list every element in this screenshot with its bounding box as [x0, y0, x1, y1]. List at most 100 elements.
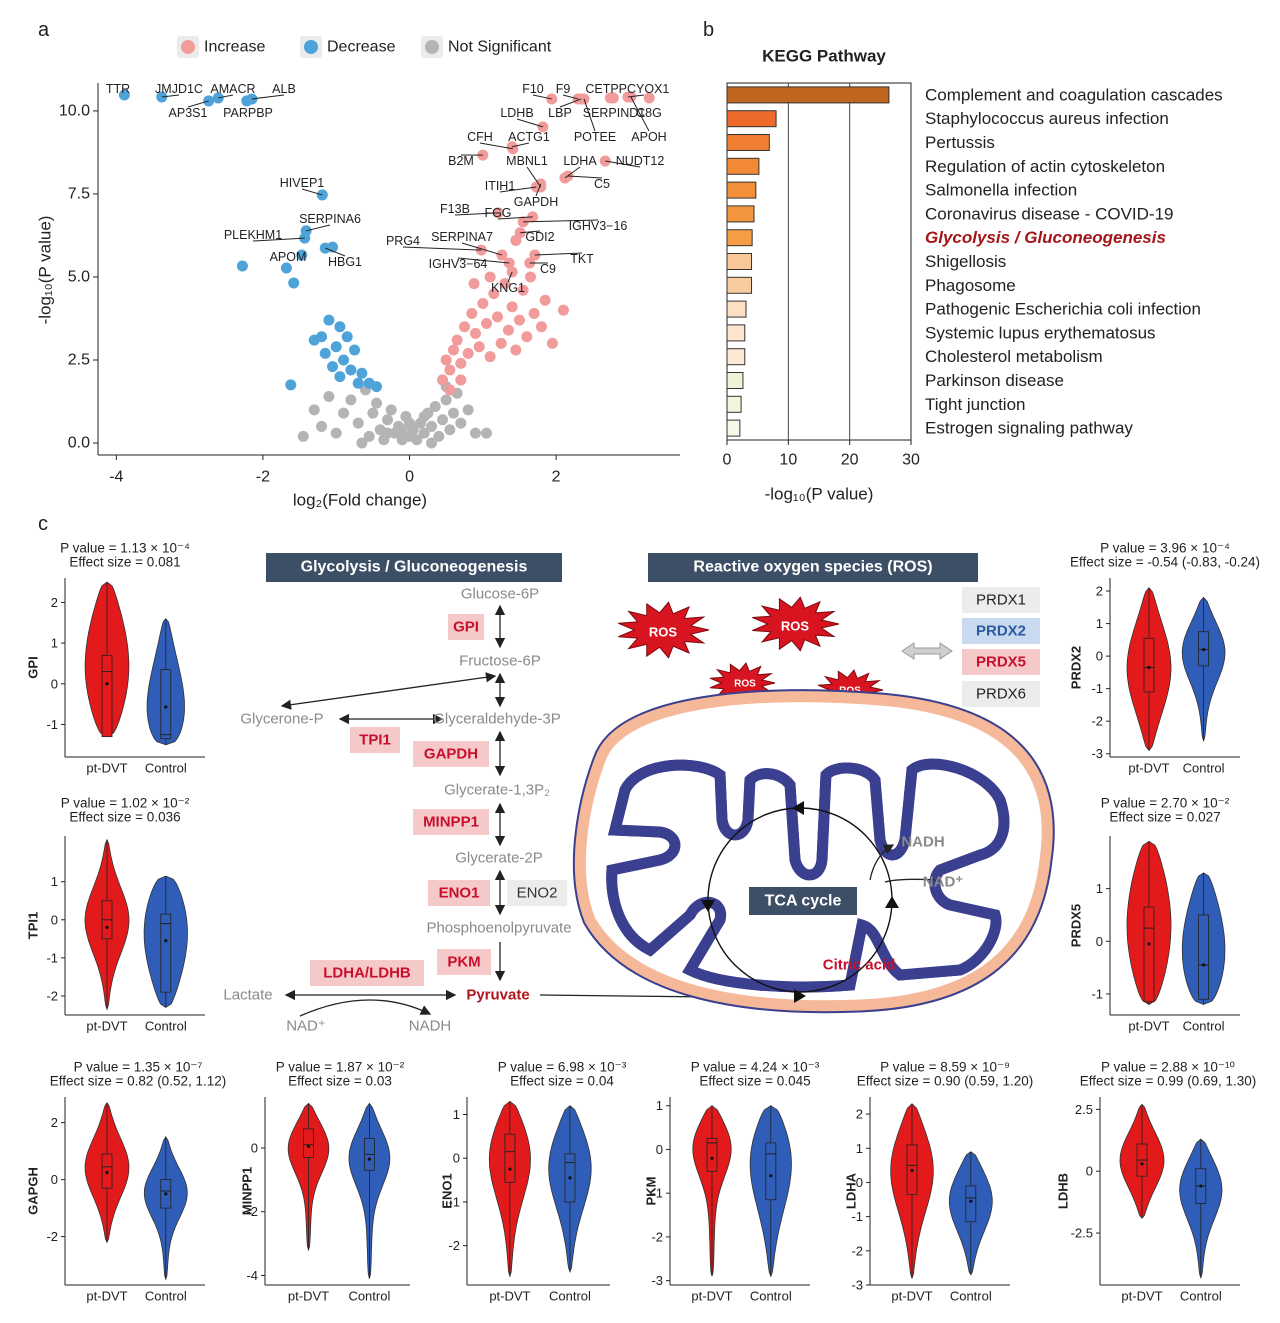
- y-tick-label: 2: [1096, 584, 1103, 599]
- box: [101, 654, 113, 738]
- enzyme-box: [507, 880, 567, 906]
- mean: [710, 1156, 714, 1160]
- label-leader: [457, 257, 510, 264]
- x-tick-label: 0: [723, 452, 732, 469]
- point: [352, 377, 364, 389]
- point-label: C9: [540, 262, 556, 276]
- pathway-title: Glycolysis / Gluconeogenesis: [301, 559, 528, 576]
- point: [440, 394, 452, 406]
- enzyme-box: [310, 960, 424, 986]
- citric-acid: Citric acid: [823, 957, 896, 974]
- category-label: Cholesterol metabolism: [925, 347, 1103, 366]
- label-leader: [251, 94, 285, 100]
- point-label: PCYOX1: [619, 82, 670, 96]
- metabolite: Glucose-6P: [461, 586, 539, 603]
- point-label: IGHV3−16: [569, 219, 628, 233]
- tca-label: TCA cycle: [765, 893, 842, 910]
- chart-title: P value = 8.59 × 10⁻⁹: [880, 1060, 1010, 1075]
- bar: [726, 395, 742, 413]
- point: [352, 417, 364, 429]
- ros-burst: [618, 601, 710, 659]
- x-tick-label: pt-DVT: [1128, 1019, 1169, 1034]
- label-leader: [161, 94, 180, 98]
- bar: [726, 181, 757, 199]
- y-tick-label: -2: [851, 1243, 863, 1258]
- point: [345, 394, 357, 406]
- output: NADH: [901, 834, 944, 851]
- y-tick-label: -2: [651, 1229, 663, 1244]
- mean: [1147, 942, 1151, 946]
- point: [327, 361, 339, 373]
- box: [765, 1142, 777, 1201]
- point: [323, 314, 335, 326]
- chart-subtitle: Effect size = 0.027: [1109, 810, 1220, 825]
- bar: [726, 276, 753, 294]
- point: [385, 404, 397, 416]
- y-tick-label: 0: [251, 1140, 258, 1155]
- legend-label: Increase: [204, 39, 265, 56]
- point: [334, 371, 346, 383]
- mean: [164, 1192, 168, 1196]
- x-tick-label: Control: [1183, 1019, 1225, 1034]
- point: [418, 410, 430, 422]
- point: [480, 427, 492, 439]
- y-tick-label: -4: [246, 1268, 258, 1283]
- point: [396, 424, 408, 436]
- point: [338, 407, 350, 419]
- x-tick-label: Control: [1180, 1289, 1222, 1304]
- x-tick-label: Control: [950, 1289, 992, 1304]
- point: [517, 284, 529, 296]
- point-label: F13B: [440, 202, 470, 216]
- y-axis-title: LDHB: [1056, 1173, 1071, 1209]
- point: [499, 278, 511, 290]
- label-leader: [627, 94, 645, 98]
- x-tick-label: -2: [256, 469, 270, 486]
- point: [345, 364, 357, 376]
- point: [488, 288, 500, 300]
- y-tick-label: -1: [448, 1194, 460, 1209]
- point: [280, 262, 292, 274]
- point-label: SERPIND1: [583, 106, 646, 120]
- y-tick-label: 1: [51, 874, 58, 889]
- point: [330, 341, 342, 353]
- y-axis-title: MINPP1: [240, 1167, 255, 1215]
- mean: [367, 1157, 371, 1161]
- label-leader: [187, 100, 209, 108]
- legend-swatch: [304, 40, 318, 54]
- x-tick-label: Control: [145, 761, 187, 776]
- label-leader: [461, 242, 503, 256]
- point-label: PRG4: [386, 234, 420, 248]
- label-leader: [583, 98, 596, 132]
- legend-swatch: [425, 40, 439, 54]
- mean: [1202, 963, 1206, 967]
- point: [521, 331, 533, 343]
- mean: [105, 925, 109, 930]
- label-leader: [523, 219, 599, 223]
- enzyme: ENO1: [439, 885, 480, 902]
- x-tick-label: pt-DVT: [1128, 761, 1169, 776]
- point: [506, 301, 518, 313]
- point: [473, 341, 485, 353]
- ros-label: ROS: [781, 619, 810, 634]
- label-leader: [630, 96, 650, 132]
- legend-label: Not Significant: [448, 39, 552, 56]
- point: [349, 344, 361, 356]
- mean: [1202, 648, 1206, 652]
- point: [539, 294, 551, 306]
- x-tick-label: 20: [841, 452, 859, 469]
- point: [404, 417, 416, 429]
- x-tick-label: 0: [405, 469, 414, 486]
- chart-title: P value = 1.87 × 10⁻²: [276, 1060, 405, 1075]
- x-tick-label: Control: [549, 1289, 591, 1304]
- y-tick-label: 1: [656, 1098, 663, 1113]
- point: [513, 314, 525, 326]
- chart-title: P value = 3.96 × 10⁻⁴: [1100, 541, 1230, 556]
- point-label: KNG1: [491, 281, 525, 295]
- chart-subtitle: Effect size = 0.03: [288, 1074, 392, 1089]
- point: [382, 427, 394, 439]
- point: [477, 298, 489, 310]
- panel-label: a: [38, 19, 50, 41]
- y-axis-title: TPI1: [26, 912, 41, 939]
